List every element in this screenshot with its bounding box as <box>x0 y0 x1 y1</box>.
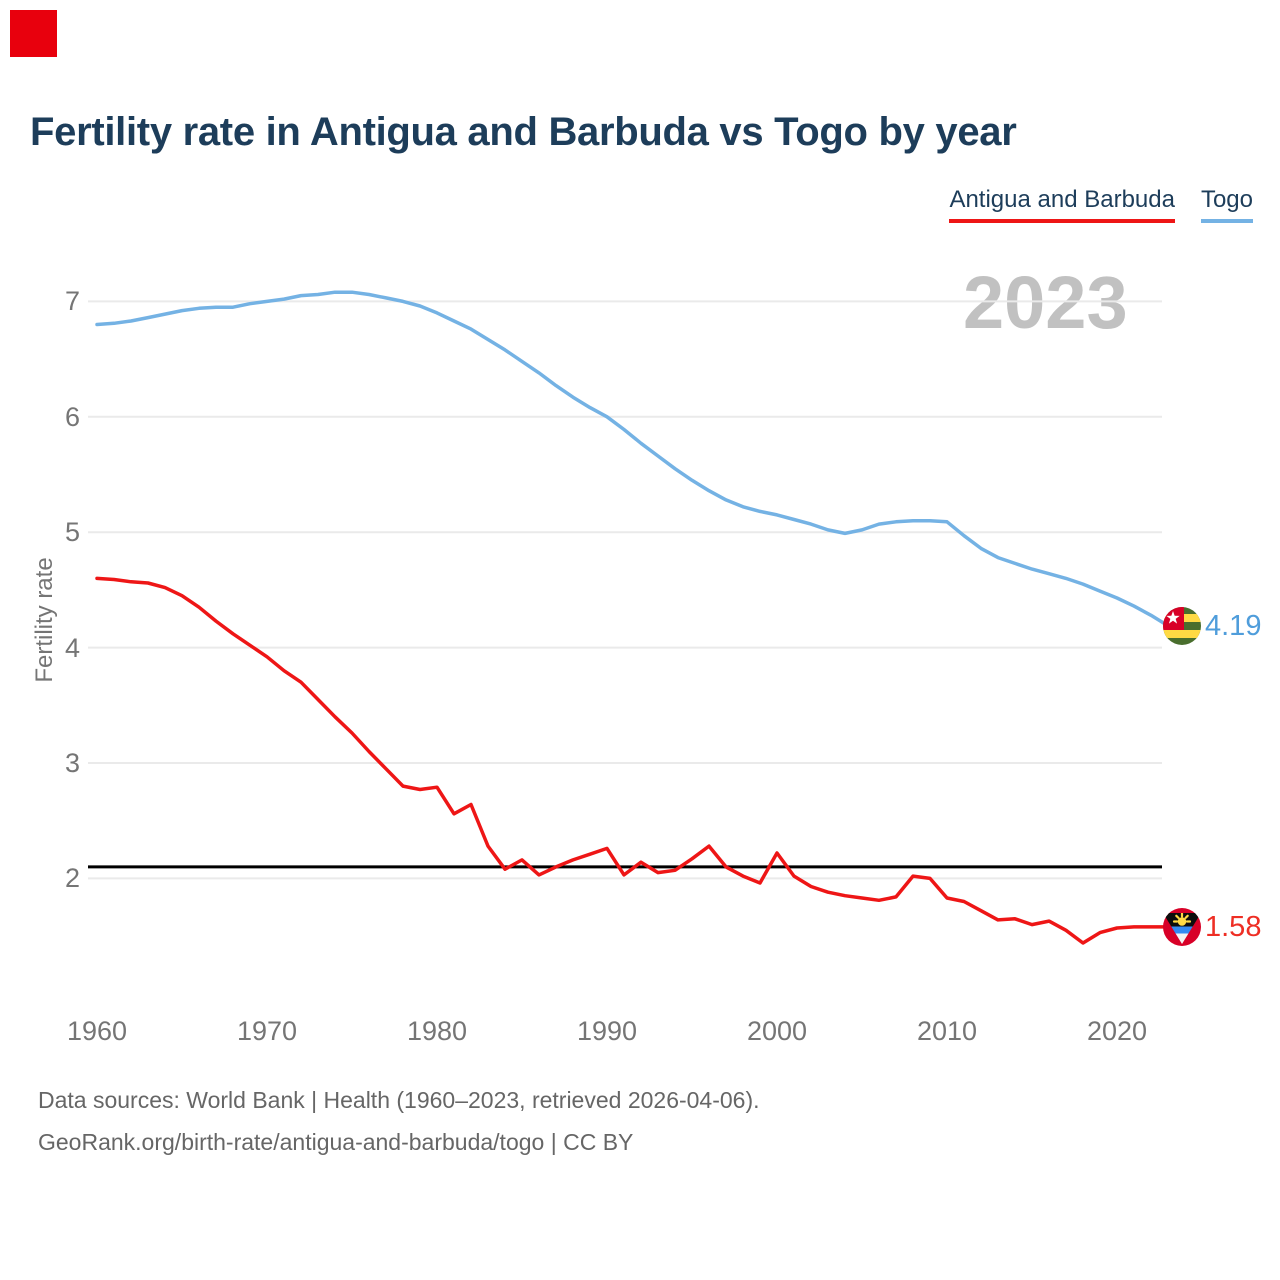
year-watermark: 2023 <box>963 261 1128 344</box>
legend: Antigua and Barbuda Togo <box>949 186 1253 223</box>
x-tick-label: 2020 <box>1086 1016 1148 1046</box>
x-tick-label: 1980 <box>406 1016 468 1046</box>
y-tick-label: 4 <box>64 632 80 663</box>
legend-item-antigua-and-barbuda[interactable]: Antigua and Barbuda <box>949 186 1175 223</box>
y-tick-label: 5 <box>64 517 80 548</box>
y-tick-label: 2 <box>64 863 80 894</box>
antigua-and-barbuda-end-value: 1.58 <box>1205 910 1262 943</box>
togo-flag-icon <box>1163 606 1201 645</box>
chart-title: Fertility rate in Antigua and Barbuda vs… <box>30 110 1017 154</box>
source-link-line: GeoRank.org/birth-rate/antigua-and-barbu… <box>38 1129 634 1155</box>
y-tick-label: 3 <box>64 748 80 778</box>
antigua-and-barbuda-flag-icon <box>1163 907 1201 946</box>
data-source-note: Data sources: World Bank | Health (1960–… <box>38 1079 760 1163</box>
x-tick-label: 1990 <box>576 1016 638 1046</box>
y-tick-label: 7 <box>64 286 80 317</box>
y-tick-label: 6 <box>64 401 80 432</box>
source-line: Data sources: World Bank | Health (1960–… <box>38 1087 760 1113</box>
red-marker-square <box>10 10 57 57</box>
x-tick-label: 1970 <box>236 1016 298 1046</box>
x-tick-label: 2010 <box>916 1016 978 1046</box>
legend-item-togo[interactable]: Togo <box>1200 186 1253 223</box>
x-tick-label: 2000 <box>746 1016 808 1046</box>
togo-end-value: 4.19 <box>1205 609 1262 642</box>
x-tick-label: 1960 <box>66 1016 128 1046</box>
